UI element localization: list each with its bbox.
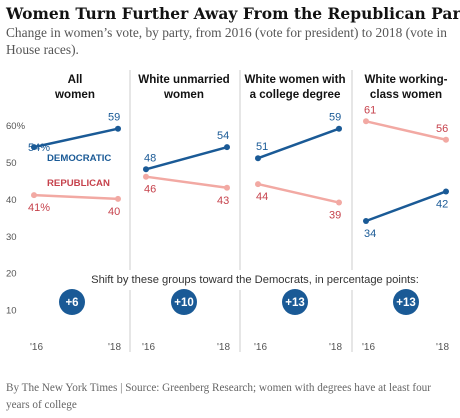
republican-value-label: 61 [364,104,376,116]
democratic-point [143,166,149,173]
democratic-value-label: 59 [108,112,120,124]
shift-band [22,270,460,290]
series-label-democratic: DEMOCRATIC [47,153,111,164]
series-label-republican: REPUBLICAN [47,178,110,189]
democratic-value-label: 54 [217,130,229,142]
panel-title: All [68,73,83,86]
democratic-value-label: 48 [144,152,156,164]
republican-point [115,195,121,202]
democratic-point [115,125,121,132]
y-tick-label: 50 [6,158,17,169]
y-tick-label: 60% [6,121,26,132]
democratic-point [31,144,37,151]
x-tick-label: '18 [329,342,342,353]
panel-title: women [54,88,95,101]
republican-point [363,118,369,125]
source-note: By The New York Times | Source: Greenber… [6,382,431,411]
shift-badge [59,289,85,315]
republican-value-label: 43 [217,195,229,207]
shift-badge [171,289,197,315]
republican-value-label: 39 [329,210,341,222]
democratic-value-label: 59 [329,112,341,124]
shift-value: +10 [174,297,194,309]
republican-point [224,184,230,191]
republican-line [257,182,340,204]
democratic-value-label: 42 [436,198,448,210]
democratic-line [365,190,447,223]
panel-title: White unmarried [138,73,229,86]
shift-badge [393,289,419,315]
democratic-value-label: 54% [28,142,50,154]
y-tick-label: 20 [6,269,17,280]
democratic-value-label: 34 [364,228,376,240]
shift-value: +6 [65,297,78,309]
shift-value: +13 [396,297,416,309]
y-tick-label: 40 [6,195,17,206]
democratic-point [255,155,261,162]
republican-value-label: 44 [256,191,268,203]
x-tick-label: '18 [217,342,230,353]
democratic-value-label: 51 [256,141,268,153]
democratic-line [145,145,228,171]
republican-value-label: 46 [144,184,156,196]
chart-title: Women Turn Further Away From the Republi… [6,4,460,23]
republican-value-label: 40 [108,206,120,218]
x-tick-label: '16 [142,342,155,353]
x-tick-label: '16 [362,342,375,353]
republican-point [443,136,449,143]
democratic-point [443,188,449,195]
republican-point [336,199,342,206]
x-tick-label: '16 [30,342,43,353]
x-tick-label: '16 [254,342,267,353]
republican-line [145,175,228,190]
y-tick-label: 30 [6,232,17,243]
panel-title: class women [370,88,442,101]
republican-line [33,193,119,201]
republican-point [255,181,261,188]
democratic-point [224,144,230,151]
panel-title: White women with [244,73,345,86]
republican-value-label: 41% [28,202,50,214]
republican-value-label: 56 [436,123,448,135]
shift-value: +13 [285,297,305,309]
x-tick-label: '18 [108,342,121,353]
shift-label: Shift by these groups toward the Democra… [91,274,419,286]
panel-title: White working- [364,73,447,86]
democratic-line [257,127,340,160]
y-tick-label: 10 [6,306,17,317]
democratic-point [336,125,342,132]
panel-title: a college degree [250,88,341,101]
democratic-line [33,127,119,149]
democratic-point [363,218,369,224]
chart-subtitle: Change in women’s vote, by party, from 2… [6,25,447,57]
republican-line [365,120,447,141]
republican-point [31,192,37,199]
republican-point [143,173,149,180]
panel-title: women [163,88,204,101]
x-tick-label: '18 [436,342,449,353]
shift-badge [282,289,308,315]
